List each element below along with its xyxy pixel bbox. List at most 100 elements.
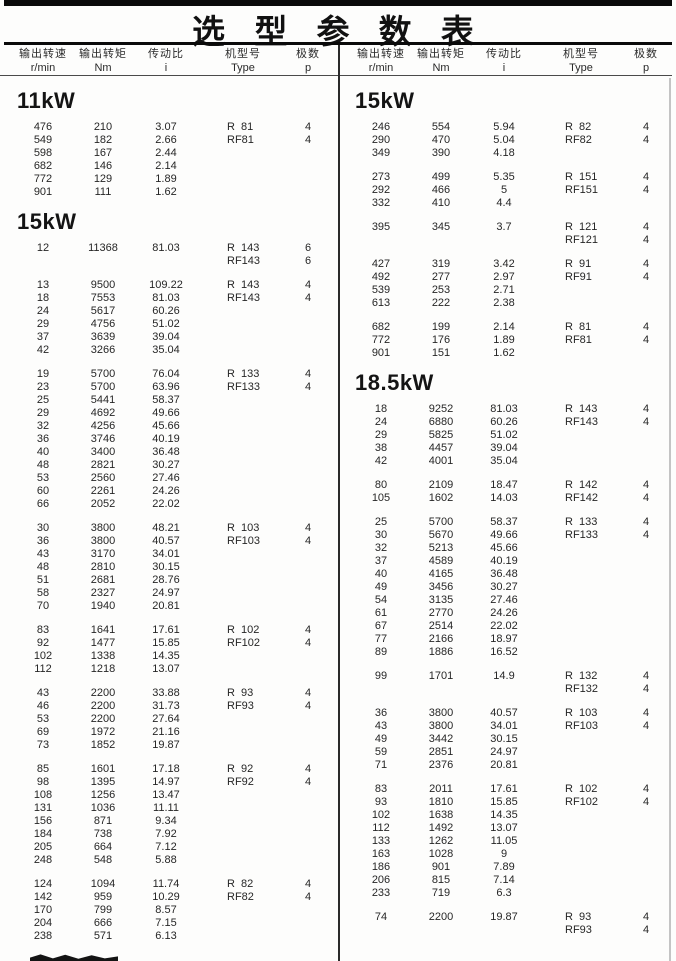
- model-group: 13 9500 109.22 R 143 4 18 7553 81.03 RF143 4 24 561…: [0, 279, 338, 357]
- model-group: 43 2200 33.88 R 93 4 46 2200 31.73 RF93 4 53 2200 27…: [0, 687, 338, 752]
- cell-poles: [286, 663, 330, 676]
- cell-poles: 4: [642, 403, 650, 415]
- model-group: 682 199 2.14 R 81 4 772 176 1.89 RF81 4 901 151 1.62: [338, 321, 676, 360]
- model-group: 476 210 3.07 R 81 4 549 182 2.66 RF81 4 598 167 2.44…: [0, 121, 338, 199]
- cell-poles: [286, 173, 330, 186]
- table-row: 93 1810 15.85 RF102 4: [338, 796, 676, 809]
- cell-poles: [624, 620, 668, 633]
- cell-ratio: 13.47: [152, 789, 180, 801]
- cell-torque: 210: [93, 121, 113, 133]
- cell-poles: [286, 459, 330, 472]
- model-group: 99 1701 14.9 R 132 4 RF132 4: [338, 670, 676, 696]
- cell-speed: 682: [371, 321, 391, 333]
- cell-speed: 549: [33, 134, 53, 146]
- cell-speed: 427: [371, 258, 391, 270]
- cell-torque: 3800: [90, 535, 116, 547]
- table-row: 59 2851 24.97: [338, 746, 676, 759]
- table-row: RF143 6: [0, 255, 338, 268]
- cell-speed: 290: [371, 134, 391, 146]
- clipped-next-row-artifact: [30, 954, 118, 961]
- table-row: 598 167 2.44: [0, 147, 338, 160]
- cell-speed: 48: [36, 459, 50, 471]
- cell-model: RF82: [565, 134, 592, 146]
- cell-ratio: 1.62: [155, 186, 177, 198]
- cell-speed: 18: [374, 403, 388, 415]
- cell-model: R 82: [227, 878, 254, 890]
- cell-ratio: 24.26: [490, 607, 518, 619]
- table-row: 30 5670 49.66 RF133 4: [338, 529, 676, 542]
- cell-ratio: 21.16: [152, 726, 180, 738]
- cell-torque: [412, 924, 470, 937]
- cell-ratio: 45.66: [152, 420, 180, 432]
- cell-ratio: 14.03: [490, 492, 518, 504]
- cell-torque: 5441: [90, 394, 116, 406]
- cell-speed: 93: [374, 796, 388, 808]
- cell-torque: 1477: [90, 637, 116, 649]
- table-row: 332 410 4.4: [338, 197, 676, 210]
- cell-poles: [286, 561, 330, 574]
- cell-model: [538, 822, 624, 835]
- cell-model: R 93: [227, 687, 254, 699]
- header-ratio-unit: i: [502, 62, 506, 74]
- cell-torque: 548: [93, 854, 113, 866]
- cell-poles: [286, 160, 330, 173]
- cell-speed: 53: [36, 713, 50, 725]
- table-row: 23 5700 63.96 RF133 4: [0, 381, 338, 394]
- cell-torque: 3639: [90, 331, 116, 343]
- table-row: 92 1477 15.85 RF102 4: [0, 637, 338, 650]
- cell-model: [538, 633, 624, 646]
- table-row: 102 1638 14.35: [338, 809, 676, 822]
- table-row: 29 4692 49.66: [0, 407, 338, 420]
- header-model-label: 机型号: [563, 48, 599, 60]
- cell-model: [200, 930, 286, 943]
- header-torque-unit: Nm: [432, 62, 450, 74]
- cell-ratio: 28.76: [152, 574, 180, 586]
- cell-torque: 4256: [90, 420, 116, 432]
- cell-model: [538, 746, 624, 759]
- cell-speed: 112: [372, 822, 390, 834]
- cell-poles: [624, 848, 668, 861]
- cell-ratio: 60.26: [490, 416, 518, 428]
- cell-ratio: 45.66: [490, 542, 518, 554]
- cell-speed: 273: [371, 171, 391, 183]
- cell-speed: 901: [33, 186, 53, 198]
- cell-ratio: 13.07: [490, 822, 518, 834]
- table-row: 539 253 2.71: [338, 284, 676, 297]
- cell-poles: 4: [642, 683, 650, 695]
- cell-ratio: 60.26: [152, 305, 180, 317]
- cell-torque: 3456: [428, 581, 454, 593]
- cell-speed: 46: [36, 700, 50, 712]
- cell-model: [538, 297, 624, 310]
- model-group: 19 5700 76.04 R 133 4 23 5700 63.96 RF133 4 25 5441…: [0, 368, 338, 511]
- cell-model: RF143: [565, 416, 599, 428]
- cell-speed: 69: [36, 726, 50, 738]
- cell-poles: [286, 186, 330, 199]
- cell-torque: 9500: [90, 279, 116, 291]
- cell-torque: 319: [431, 258, 451, 270]
- cell-speed: 24: [36, 305, 50, 317]
- cell-ratio: 9: [500, 848, 508, 860]
- cell-ratio: 22.02: [152, 498, 180, 510]
- table-row: 83 2011 17.61 R 102 4: [338, 783, 676, 796]
- cell-model: RF93: [227, 700, 254, 712]
- cell-torque: 222: [431, 297, 451, 309]
- cell-speed: 204: [33, 917, 53, 929]
- cell-poles: [286, 574, 330, 587]
- cell-speed: 108: [33, 789, 53, 801]
- cell-model: [538, 147, 624, 160]
- cell-torque: [412, 234, 470, 247]
- cell-speed: 246: [371, 121, 391, 133]
- cell-poles: 4: [304, 687, 312, 699]
- table-row: 53 2560 27.46: [0, 472, 338, 485]
- cell-torque: 2166: [428, 633, 454, 645]
- cell-model: RF81: [227, 134, 254, 146]
- cell-speed: 772: [33, 173, 53, 185]
- cell-poles: 4: [642, 221, 650, 233]
- table-row: 40 3400 36.48: [0, 446, 338, 459]
- cell-model: [200, 485, 286, 498]
- cell-model: [200, 663, 286, 676]
- cell-ratio: 2.14: [493, 321, 515, 333]
- cell-speed: 184: [33, 828, 53, 840]
- cell-ratio: 58.37: [490, 516, 518, 528]
